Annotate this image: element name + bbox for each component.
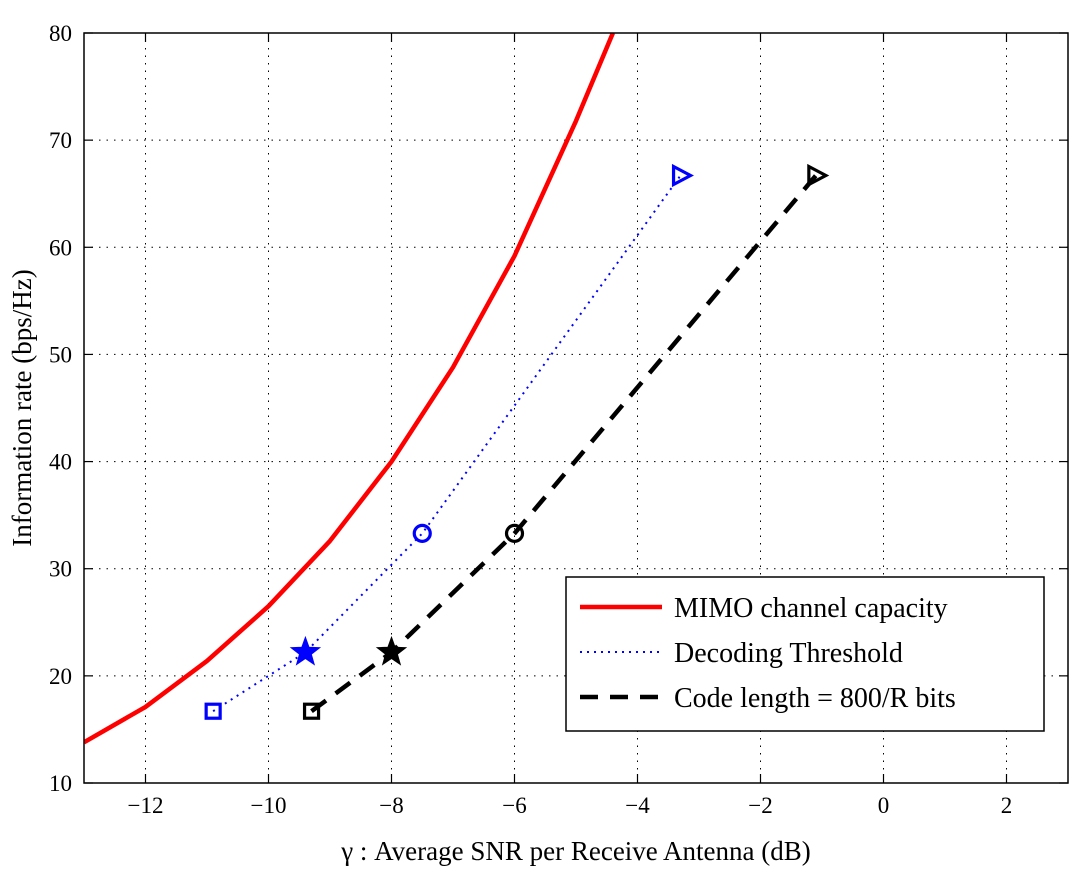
star-marker <box>289 635 322 666</box>
x-tick-label: −8 <box>379 793 403 818</box>
y-axis-label: Information rate (bps/Hz) <box>7 269 37 546</box>
legend: MIMO channel capacity Decoding Threshold C… <box>565 576 1045 732</box>
star-marker <box>375 635 408 666</box>
triangle-marker <box>671 163 694 188</box>
legend-box <box>565 576 1045 732</box>
series-line <box>310 174 818 714</box>
series-line <box>84 33 615 745</box>
circle-marker <box>504 523 525 543</box>
x-tick-label: −6 <box>502 793 526 818</box>
x-tick-label: 0 <box>878 793 890 818</box>
y-tick-label: 20 <box>49 664 72 689</box>
square-marker <box>302 702 321 720</box>
y-tick-label: 30 <box>49 557 72 582</box>
legend-entry: MIMO channel capacity <box>674 593 948 624</box>
series-0 <box>84 33 615 745</box>
x-tick-label: 2 <box>1001 793 1013 818</box>
x-tick-label: −10 <box>251 793 287 818</box>
plot-frame <box>83 32 1069 784</box>
y-tick-label: 70 <box>49 128 72 153</box>
circle-marker <box>412 523 432 543</box>
series-1 <box>204 163 694 720</box>
y-tick-label: 50 <box>49 342 72 367</box>
x-tick-label: −2 <box>748 793 772 818</box>
y-tick-label: 10 <box>49 771 72 796</box>
grid <box>84 32 1068 784</box>
x-tick-label: −12 <box>128 793 164 818</box>
y-tick-label: 60 <box>49 235 72 260</box>
x-tick-label: −4 <box>625 793 650 818</box>
y-tick-label: 40 <box>49 450 72 475</box>
legend-entry: Decoding Threshold <box>674 638 903 669</box>
x-axis-label: γ : Average SNR per Receive Antenna (dB) <box>340 836 811 866</box>
legend-entry: Code length = 800/R bits <box>674 683 956 714</box>
y-tick-label: 80 <box>49 21 72 46</box>
ticks: −12 −10 −8 −6 −4 −2 0 2 10 20 30 40 50 60 70 80 <box>49 21 1068 818</box>
series-layer <box>84 33 830 745</box>
triangle-marker <box>807 163 830 188</box>
square-marker <box>204 702 222 720</box>
series-2 <box>302 163 830 720</box>
